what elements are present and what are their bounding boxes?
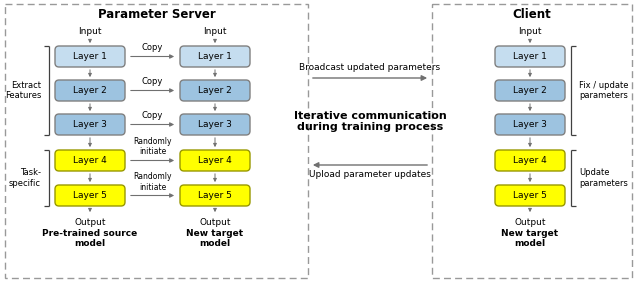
FancyBboxPatch shape — [55, 185, 125, 206]
Text: Copy: Copy — [142, 43, 163, 53]
FancyBboxPatch shape — [495, 80, 565, 101]
FancyBboxPatch shape — [180, 150, 250, 171]
Text: Iterative communication
during training process: Iterative communication during training … — [294, 111, 446, 132]
Text: Layer 3: Layer 3 — [198, 120, 232, 129]
Bar — [5, 4, 308, 278]
FancyBboxPatch shape — [495, 114, 565, 135]
Text: Layer 3: Layer 3 — [73, 120, 107, 129]
Text: New target
model: New target model — [186, 229, 244, 248]
Text: Fix / update
parameters: Fix / update parameters — [579, 81, 628, 100]
Text: Output: Output — [515, 218, 546, 227]
Text: Layer 5: Layer 5 — [513, 191, 547, 200]
Text: Input: Input — [518, 28, 541, 37]
Text: Layer 4: Layer 4 — [73, 156, 107, 165]
FancyBboxPatch shape — [495, 46, 565, 67]
Text: Upload parameter updates: Upload parameter updates — [309, 170, 431, 179]
Text: Layer 2: Layer 2 — [198, 86, 232, 95]
Text: Layer 4: Layer 4 — [513, 156, 547, 165]
FancyBboxPatch shape — [55, 80, 125, 101]
Bar — [432, 4, 632, 278]
Text: Layer 1: Layer 1 — [198, 52, 232, 61]
Text: Layer 2: Layer 2 — [73, 86, 107, 95]
FancyBboxPatch shape — [55, 114, 125, 135]
Text: Client: Client — [513, 7, 552, 20]
Text: Layer 5: Layer 5 — [198, 191, 232, 200]
FancyBboxPatch shape — [180, 80, 250, 101]
Text: Output: Output — [199, 218, 231, 227]
Text: Copy: Copy — [142, 112, 163, 120]
Text: Input: Input — [204, 28, 227, 37]
Text: Randomly
initiate: Randomly initiate — [133, 137, 172, 156]
Text: Layer 1: Layer 1 — [513, 52, 547, 61]
Text: Randomly
initiate: Randomly initiate — [133, 172, 172, 191]
FancyBboxPatch shape — [495, 185, 565, 206]
Text: New target
model: New target model — [501, 229, 559, 248]
Text: Broadcast updated parameters: Broadcast updated parameters — [300, 63, 440, 72]
FancyBboxPatch shape — [180, 46, 250, 67]
Text: Output: Output — [74, 218, 106, 227]
FancyBboxPatch shape — [495, 150, 565, 171]
Text: Layer 3: Layer 3 — [513, 120, 547, 129]
Text: Pre-trained source
model: Pre-trained source model — [42, 229, 138, 248]
Text: Layer 2: Layer 2 — [513, 86, 547, 95]
Text: Copy: Copy — [142, 78, 163, 87]
FancyBboxPatch shape — [180, 185, 250, 206]
Text: Extract
Features: Extract Features — [4, 81, 41, 100]
Text: Input: Input — [78, 28, 102, 37]
Text: Layer 4: Layer 4 — [198, 156, 232, 165]
Text: Parameter Server: Parameter Server — [98, 7, 216, 20]
Text: Layer 1: Layer 1 — [73, 52, 107, 61]
Text: Layer 5: Layer 5 — [73, 191, 107, 200]
Text: Task-
specific: Task- specific — [9, 168, 41, 188]
Text: Update
parameters: Update parameters — [579, 168, 628, 188]
FancyBboxPatch shape — [55, 46, 125, 67]
FancyBboxPatch shape — [180, 114, 250, 135]
FancyBboxPatch shape — [55, 150, 125, 171]
